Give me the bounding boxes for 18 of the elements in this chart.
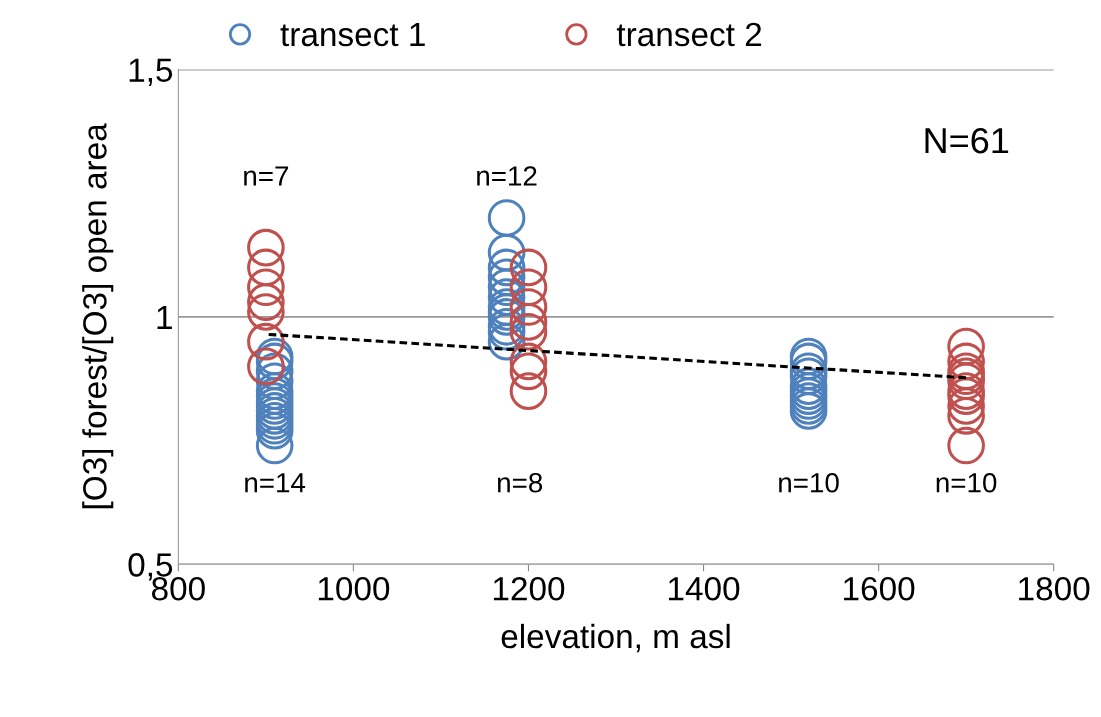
annotation: n=14 bbox=[245, 473, 306, 493]
annotation: n=10 bbox=[779, 472, 839, 493]
annotation: n=8 bbox=[498, 472, 543, 493]
annotation: n=7 bbox=[244, 166, 289, 186]
y-tick-label: 1,5 bbox=[129, 58, 173, 86]
annotation: n=10 bbox=[936, 472, 997, 493]
x-tick-label: 1200 bbox=[493, 576, 565, 601]
annotation: n=12 bbox=[477, 166, 537, 186]
annotation: N=61 bbox=[925, 127, 1009, 154]
y-tick-label: 1 bbox=[157, 306, 172, 329]
legend-label: transect 2 bbox=[616, 22, 762, 47]
x-tick-label: 1400 bbox=[669, 576, 740, 601]
x-tick-label: 1600 bbox=[844, 576, 915, 601]
x-axis-title: elevation, m asl bbox=[501, 623, 730, 653]
y-axis-title: [O3] forest/[O3] open area bbox=[82, 123, 114, 509]
x-tick-label: 1000 bbox=[318, 576, 390, 601]
x-tick-label: 1800 bbox=[1019, 576, 1090, 601]
legend-label: transect 1 bbox=[280, 23, 425, 47]
